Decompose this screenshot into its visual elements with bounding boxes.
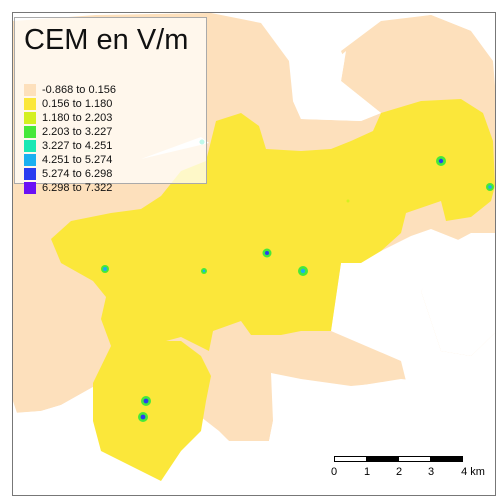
- legend-label: 1.180 to 2.203: [42, 112, 113, 124]
- legend-swatch: [24, 112, 36, 124]
- legend-label: -0.868 to 0.156: [42, 84, 117, 96]
- legend-item: 6.298 to 7.322: [24, 182, 112, 194]
- legend-item: 3.227 to 4.251: [24, 140, 112, 152]
- hotspot-5: [436, 156, 446, 166]
- legend-label: 2.203 to 3.227: [42, 126, 113, 138]
- map-panel[interactable]: [12, 12, 496, 496]
- legend: CEM en V/m -0.868 to 0.156 0.156 to 1.18…: [14, 17, 207, 194]
- legend-swatch: [24, 84, 36, 96]
- legend-label: 0.156 to 1.180: [42, 98, 113, 110]
- scale-tick-label: 3: [427, 466, 435, 478]
- hotspot-7: [141, 396, 151, 406]
- legend-item: 4.251 to 5.274: [24, 154, 112, 166]
- legend-title: CEM en V/m: [24, 24, 189, 56]
- legend-label: 5.274 to 6.298: [42, 168, 113, 180]
- field-strength-raster: [13, 13, 495, 495]
- legend-item: 2.203 to 3.227: [24, 126, 112, 138]
- scale-tick-label: 4 km: [461, 466, 485, 478]
- hotspot-8: [138, 412, 148, 422]
- hotspot-2: [201, 268, 207, 274]
- legend-swatch: [24, 98, 36, 110]
- moderate-field-zone: [51, 99, 495, 481]
- hotspot-6: [486, 183, 494, 191]
- scale-bar: 0 1 2 3 4 km: [330, 456, 485, 480]
- scale-segment: [398, 456, 431, 462]
- white-gaps: [13, 51, 495, 495]
- legend-item: -0.868 to 0.156: [24, 84, 116, 96]
- south-coverage-area: [93, 341, 211, 481]
- scale-segment: [430, 456, 463, 462]
- legend-label: 4.251 to 5.274: [42, 154, 113, 166]
- legend-item: 1.180 to 2.203: [24, 112, 112, 124]
- hotspot-3: [262, 248, 272, 258]
- hotspot-1: [101, 265, 109, 273]
- gap-center: [293, 51, 381, 121]
- legend-swatch: [24, 182, 36, 194]
- legend-swatch: [24, 126, 36, 138]
- legend-item: 5.274 to 6.298: [24, 168, 112, 180]
- legend-swatch: [24, 140, 36, 152]
- scale-tick-label: 1: [363, 466, 371, 478]
- scale-tick-label: 2: [395, 466, 403, 478]
- legend-label: 6.298 to 7.322: [42, 182, 113, 194]
- legend-item: 0.156 to 1.180: [24, 98, 112, 110]
- gap-east: [421, 233, 495, 356]
- hotspot-10: [346, 199, 350, 203]
- scale-segment: [366, 456, 399, 462]
- legend-swatch: [24, 168, 36, 180]
- legend-label: 3.227 to 4.251: [42, 140, 113, 152]
- gap-southeast: [269, 373, 495, 495]
- hotspot-4: [298, 266, 308, 276]
- main-coverage-area: [51, 99, 495, 371]
- scale-tick-label: 0: [330, 466, 338, 478]
- low-zone-ne: [341, 15, 471, 93]
- legend-swatch: [24, 154, 36, 166]
- scale-segment: [334, 456, 367, 462]
- gap-southwest: [13, 387, 119, 495]
